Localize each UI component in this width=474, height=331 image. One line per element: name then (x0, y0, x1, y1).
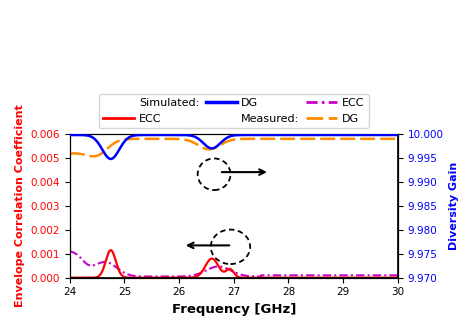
Y-axis label: Diversity Gain: Diversity Gain (449, 162, 459, 250)
X-axis label: Frequency [GHz]: Frequency [GHz] (172, 303, 296, 316)
Y-axis label: Envelope Correlation Coefficient: Envelope Correlation Coefficient (15, 105, 25, 307)
Legend: Simulated:, ECC, DG, Measured:, ECC, DG: Simulated:, ECC, DG, Measured:, ECC, DG (99, 94, 369, 128)
